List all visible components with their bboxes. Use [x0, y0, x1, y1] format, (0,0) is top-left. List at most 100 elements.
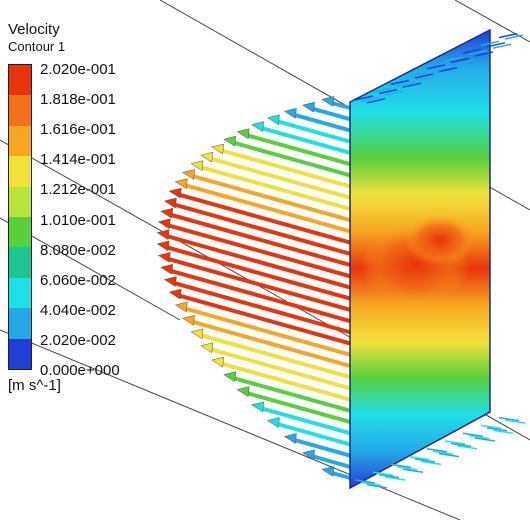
legend-tick-label: 0.000e+000 [40, 362, 120, 379]
velocity-arrowhead [174, 301, 188, 313]
velocity-arrowhead [157, 218, 171, 230]
legend-units: [m s^-1] [8, 377, 61, 394]
edge-arrow [492, 43, 512, 49]
velocity-arrowhead [236, 128, 250, 140]
edge-arrow [504, 419, 526, 424]
legend-tick-label: 1.414e-001 [40, 151, 116, 169]
velocity-arrow [182, 306, 351, 357]
velocity-arrow [164, 233, 351, 290]
edge-arrow [444, 56, 464, 62]
velocity-arrow [310, 453, 351, 469]
edge-arrow [444, 440, 466, 445]
legend-tick-label: 2.020e-002 [40, 331, 116, 349]
velocity-arrow [244, 390, 351, 424]
edge-arrow [426, 64, 446, 70]
legend-tick-label: 1.818e-001 [40, 91, 116, 109]
velocity-vectors [156, 96, 351, 480]
legend-swatch [9, 308, 31, 340]
velocity-arrow [291, 112, 351, 133]
velocity-arrow [274, 421, 351, 447]
edge-arrow [498, 416, 520, 422]
velocity-arrowhead [236, 386, 250, 398]
edge-arrow [432, 450, 454, 455]
velocity-arrow [171, 280, 351, 335]
edge-arrow [456, 445, 478, 450]
velocity-arrowhead [200, 342, 214, 354]
edge-arrow [468, 434, 490, 440]
edge-arrow [438, 452, 460, 458]
legend-swatch [9, 247, 31, 279]
velocity-arrowhead [156, 240, 170, 252]
edge-arrow [360, 96, 380, 103]
edge-arrow [402, 468, 424, 473]
velocity-arrow [164, 244, 351, 301]
velocity-arrow [259, 125, 351, 155]
velocity-arrow [291, 437, 351, 458]
velocity-arrowhead [157, 252, 171, 263]
edge-arrow [504, 34, 524, 40]
velocity-arrowhead [251, 121, 264, 132]
velocity-arrow [208, 156, 351, 200]
edge-arrow [372, 87, 392, 93]
edge-arrow [450, 57, 470, 64]
velocity-arrow [168, 212, 351, 267]
velocity-arrow [274, 118, 351, 144]
velocity-arrow [198, 332, 351, 380]
edge-arrow [414, 458, 436, 463]
velocity-arrowhead [190, 328, 204, 340]
velocity-arrowhead [321, 466, 335, 477]
edge-arrow [378, 473, 400, 479]
velocity-arrowhead [321, 96, 335, 107]
legend-swatch [9, 156, 31, 188]
edge-arrow [498, 32, 518, 39]
velocity-arrowhead [301, 101, 315, 113]
velocity-arrow [168, 268, 351, 323]
velocity-arrow [198, 164, 351, 211]
velocity-arrowhead [211, 356, 224, 368]
edge-arrow [486, 42, 506, 48]
velocity-arrow [171, 202, 351, 256]
velocity-arrow [219, 361, 351, 402]
velocity-arrowhead [223, 371, 237, 383]
edge-arrow [462, 432, 484, 437]
edge-arrow [384, 476, 406, 481]
edge-arrow [456, 59, 476, 65]
edge-arrow [408, 71, 428, 78]
edge-arrow [354, 95, 374, 101]
edge-arrow [390, 463, 412, 469]
velocity-arrow [244, 132, 351, 166]
edge-arrow [384, 90, 404, 96]
edge-arrow [396, 466, 418, 471]
velocity-arrowhead [223, 135, 237, 147]
legend-tick-label: 8.080e-002 [40, 241, 116, 259]
edge-arrow [366, 484, 388, 489]
velocity-arrowhead [251, 401, 264, 413]
legend-swatch [9, 125, 31, 157]
velocity-arrow [208, 346, 351, 391]
edge-arrow [486, 427, 508, 432]
legend-color-bar [8, 64, 32, 370]
edge-arrow [366, 98, 386, 104]
edge-arrow [402, 82, 422, 88]
velocity-arrowhead [156, 229, 170, 241]
velocity-arrowhead [160, 207, 174, 219]
edge-arrow [462, 48, 482, 54]
edge-arrow [354, 479, 376, 484]
legend-swatch [9, 217, 31, 248]
legend-tick-label: 4.040e-002 [40, 301, 116, 319]
velocity-arrow [190, 319, 351, 368]
velocity-arrow [259, 405, 351, 436]
legend-tick-label: 1.616e-001 [40, 121, 116, 139]
edge-arrow [390, 79, 410, 86]
velocity-arrowhead [181, 169, 195, 180]
legend-tick-label: 2.020e-001 [40, 61, 116, 78]
legend-title: Velocity [8, 21, 60, 38]
legend-tick-label: 1.212e-001 [40, 181, 116, 199]
legend-tick-label: 6.060e-002 [40, 271, 116, 289]
velocity-arrowhead [283, 433, 297, 444]
velocity-arrowhead [163, 197, 177, 209]
velocity-arrow [176, 192, 351, 245]
velocity-arrowhead [181, 314, 195, 326]
edge-arrow [432, 65, 452, 71]
